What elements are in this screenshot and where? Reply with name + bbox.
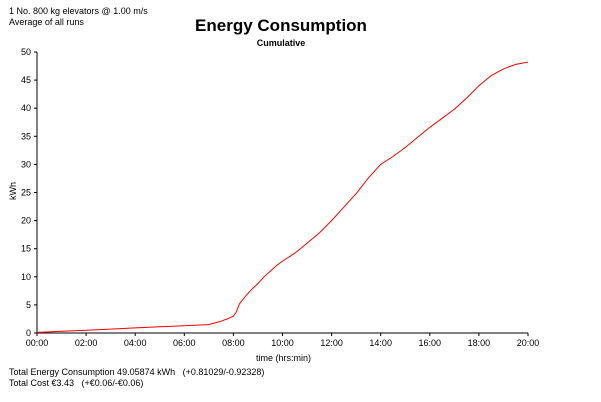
x-tick-label: 06:00 [173,338,196,348]
y-tick-label: 50 [21,47,31,57]
note-line-2: Average of all runs [9,17,84,27]
y-tick-label: 15 [21,244,31,254]
y-tick-label: 30 [21,159,31,169]
plot-area: 0 5 10 15 20 25 30 35 40 45 50 00:00 02:00 04:00 06:00… [21,47,539,348]
y-tick-label: 35 [21,131,31,141]
chart-footer: Total Energy Consumption 49.05874 kWh (+… [9,367,264,389]
x-tick-label: 14:00 [369,338,392,348]
y-tick-label: 0 [26,328,31,338]
energy-series-line [36,61,529,333]
y-tick-label: 25 [21,188,31,198]
x-tick-label: 04:00 [124,338,147,348]
total-energy-text: Total Energy Consumption 49.05874 kWh (+… [9,367,265,377]
y-tick-label: 20 [21,216,31,226]
x-tick-label: 12:00 [320,338,343,348]
y-tick-label: 5 [26,300,31,310]
total-cost-text: Total Cost €3.43 (+€0.06/-€0.06) [9,378,144,388]
x-tick-label: 16:00 [419,338,442,348]
x-tick-label: 02:00 [75,338,98,348]
chart-title: Energy Consumption [195,16,367,35]
chart-notes: 1 No. 800 kg elevators @ 1.00 m/s Averag… [9,6,148,28]
y-tick-label: 45 [21,75,31,85]
note-line-1: 1 No. 800 kg elevators @ 1.00 m/s [9,6,148,16]
x-axis-label: time (hrs:min) [255,353,311,363]
x-tick-label: 10:00 [271,338,294,348]
x-tick-label: 20:00 [517,338,540,348]
y-axis-label: kWh [8,182,18,200]
y-tick-label: 40 [21,103,31,113]
x-tick-label: 18:00 [468,338,491,348]
y-tick-label: 10 [21,272,31,282]
chart-subtitle: Cumulative [256,38,306,48]
x-tick-label: 08:00 [222,338,245,348]
x-tick-label: 00:00 [26,338,49,348]
